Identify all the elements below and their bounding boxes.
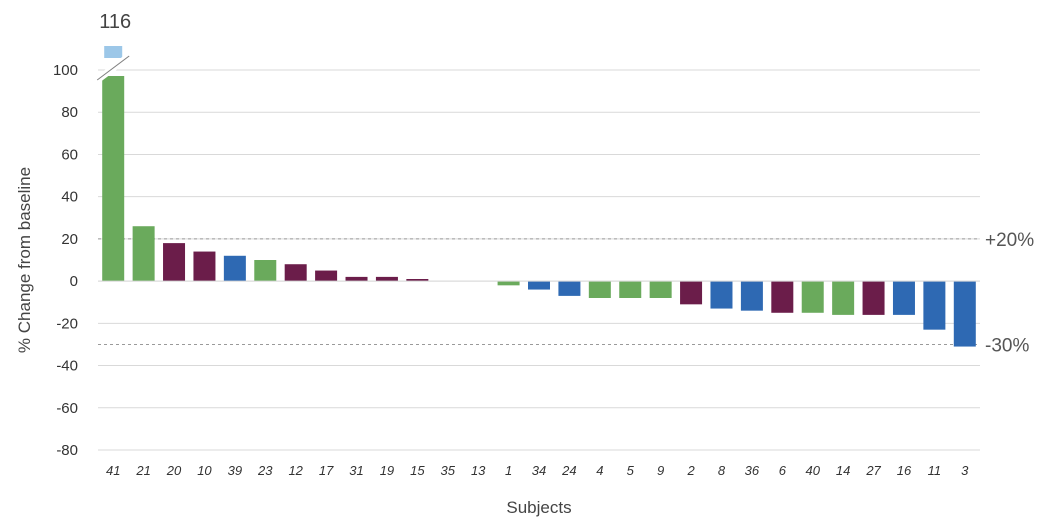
x-tick-label: 2 <box>686 463 695 478</box>
y-tick-label: 0 <box>70 273 78 290</box>
bar <box>528 281 550 290</box>
x-tick-label: 1 <box>505 463 512 478</box>
bar <box>953 281 976 347</box>
x-tick-label: 36 <box>745 463 760 478</box>
bar <box>375 276 398 282</box>
x-tick-label: 5 <box>627 463 635 478</box>
bar <box>832 281 855 315</box>
y-axis-title: % Change from baseline <box>15 167 34 353</box>
bar <box>710 281 733 309</box>
bar <box>892 281 915 315</box>
x-tick-label: 15 <box>410 463 425 478</box>
x-tick-label: 14 <box>836 463 850 478</box>
x-tick-label: 39 <box>228 463 242 478</box>
axis-break-slash <box>96 55 130 81</box>
x-tick-label: 10 <box>197 463 212 478</box>
y-tick-label: 60 <box>61 146 78 163</box>
x-tick-label: 23 <box>257 463 273 478</box>
bar <box>771 281 794 313</box>
x-tick-label: 40 <box>805 463 820 478</box>
y-tick-label: 80 <box>61 104 78 121</box>
y-tick-label: 40 <box>61 189 78 206</box>
bar <box>680 281 703 305</box>
bar <box>558 281 581 296</box>
x-tick-label: 12 <box>288 463 303 478</box>
x-tick-label: 6 <box>779 463 787 478</box>
reference-line-label: +20% <box>985 230 1034 251</box>
axis-break-label: 116 <box>99 11 131 33</box>
x-tick-label: 16 <box>897 463 912 478</box>
x-tick-label: 21 <box>135 463 150 478</box>
x-tick-label: 19 <box>380 463 394 478</box>
bar <box>923 281 946 330</box>
x-tick-label: 17 <box>319 463 334 478</box>
bar <box>284 264 307 282</box>
x-tick-label: 8 <box>718 463 726 478</box>
x-tick-label: 31 <box>349 463 363 478</box>
reference-line-label: -30% <box>985 335 1029 356</box>
bar <box>345 276 368 282</box>
x-tick-label: 13 <box>471 463 486 478</box>
y-tick-label: 100 <box>53 62 78 79</box>
bar <box>406 279 429 282</box>
bar <box>497 281 520 286</box>
bar <box>102 76 125 282</box>
bar <box>254 260 277 282</box>
bar <box>801 281 824 313</box>
bar <box>649 281 672 298</box>
y-tick-label: 20 <box>61 231 78 248</box>
y-tick-label: -20 <box>56 315 78 332</box>
x-tick-label: 11 <box>928 463 942 478</box>
y-tick-label: -40 <box>56 358 78 375</box>
bar <box>588 281 611 298</box>
bar <box>619 281 642 298</box>
bar-break-cap <box>104 46 123 58</box>
x-tick-label: 3 <box>961 463 969 478</box>
x-tick-label: 9 <box>657 463 664 478</box>
y-tick-label: -60 <box>56 400 78 417</box>
x-tick-label: 34 <box>532 463 546 478</box>
x-tick-label: 20 <box>166 463 182 478</box>
bar <box>163 243 186 282</box>
bar <box>132 226 155 282</box>
bar <box>862 281 885 315</box>
x-tick-label: 35 <box>441 463 456 478</box>
x-tick-label: 4 <box>596 463 603 478</box>
x-tick-label: 27 <box>865 463 881 478</box>
bar <box>193 251 216 282</box>
x-tick-label: 24 <box>561 463 576 478</box>
bar <box>315 270 338 282</box>
x-tick-label: 41 <box>106 463 120 478</box>
bar <box>740 281 763 311</box>
bar <box>223 255 246 282</box>
y-tick-label: -80 <box>56 442 78 459</box>
x-axis-title: Subjects <box>506 498 571 517</box>
